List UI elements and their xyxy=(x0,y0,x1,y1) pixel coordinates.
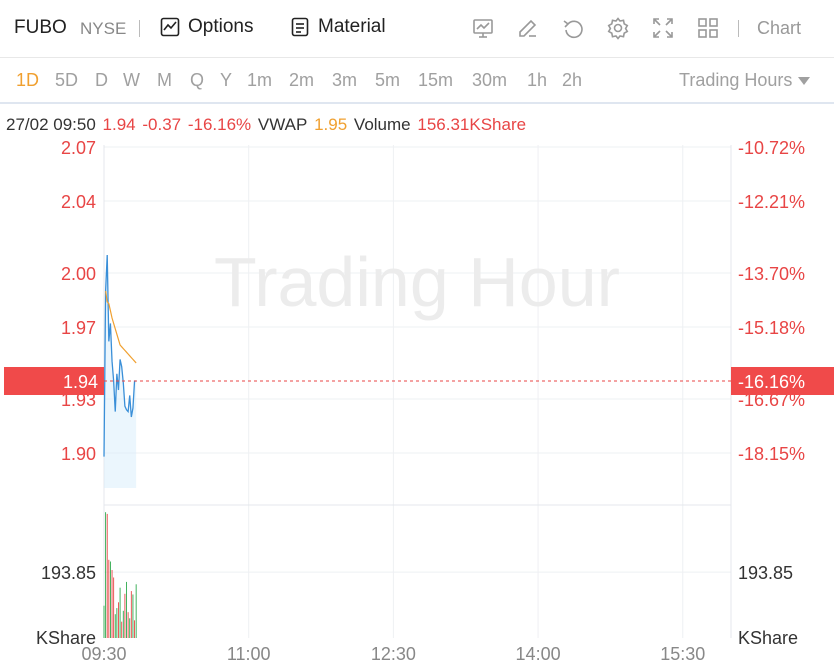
material-label: Material xyxy=(318,16,386,37)
quote-change-pct: -16.16% xyxy=(187,115,252,134)
volume-bar xyxy=(118,602,119,638)
settings-icon[interactable] xyxy=(606,16,630,40)
volume-bar xyxy=(129,618,131,638)
pct-tick-label: -12.21% xyxy=(738,192,805,212)
volume-bar xyxy=(132,594,134,638)
volume-bar xyxy=(121,621,123,638)
draw-icon[interactable] xyxy=(516,16,540,40)
fullscreen-icon[interactable] xyxy=(651,16,675,40)
volume-tick-label: 193.85 xyxy=(41,563,96,583)
price-tick-label: 2.04 xyxy=(61,192,96,212)
undo-icon[interactable] xyxy=(561,16,585,40)
price-tick-label: 2.07 xyxy=(61,138,96,158)
dropdown-caret-icon xyxy=(798,76,811,85)
period-2h[interactable]: 2h xyxy=(562,70,583,90)
volume-bar xyxy=(130,591,132,638)
volume-bar xyxy=(114,614,116,638)
period-3m[interactable]: 3m xyxy=(332,70,358,90)
ticker-symbol: FUBO xyxy=(14,17,67,38)
period-y[interactable]: Y xyxy=(220,70,233,90)
options-label: Options xyxy=(188,16,254,37)
period-5d[interactable]: 5D xyxy=(55,70,79,90)
volume-bar xyxy=(134,620,135,638)
volume-bar xyxy=(113,577,115,638)
current-price-tag xyxy=(4,367,104,395)
volume-bar xyxy=(103,605,105,638)
time-tick-label: 15:30 xyxy=(660,644,705,664)
volume-unit-label: KShare xyxy=(738,628,798,648)
price-line xyxy=(103,254,137,457)
current-pct-label: -16.16% xyxy=(738,372,805,392)
volume-value: 156.31KShare xyxy=(417,115,527,134)
vwap-value: 1.95 xyxy=(314,115,348,134)
price-tick-label: 1.97 xyxy=(61,318,96,338)
pct-tick-label: -13.70% xyxy=(738,264,805,284)
volume-bar xyxy=(124,593,126,638)
quote-datetime: 27/02 09:50 xyxy=(6,115,96,134)
exchange-label: NYSE xyxy=(80,19,127,38)
pct-tick-label: -18.15% xyxy=(738,444,805,464)
volume-bar xyxy=(105,512,107,638)
vwap-label: VWAP xyxy=(257,115,308,134)
volume-bar xyxy=(106,513,108,638)
period-2m[interactable]: 2m xyxy=(289,70,315,90)
period-1h[interactable]: 1h xyxy=(527,70,548,90)
toolbar: FUBO NYSE Options Material Chart xyxy=(0,0,834,58)
period-5m[interactable]: 5m xyxy=(375,70,401,90)
pct-tick-label: -15.18% xyxy=(738,318,805,338)
current-pct-tag xyxy=(731,367,834,395)
indicator-chart-icon[interactable] xyxy=(471,16,495,40)
price-tick-label: 2.00 xyxy=(61,264,96,284)
quote-change: -0.37 xyxy=(142,115,182,134)
material-button[interactable]: Material xyxy=(290,16,386,38)
current-price-label: 1.94 xyxy=(63,372,98,392)
volume-bar xyxy=(126,581,127,638)
volume-bar xyxy=(116,608,118,638)
volume-tick-label: 193.85 xyxy=(738,563,793,583)
quote-price: 1.94 xyxy=(102,115,136,134)
toolbar-divider xyxy=(139,20,140,37)
volume-bar xyxy=(122,610,124,638)
quote-info-bar: 27/02 09:50 1.94 -0.37 -16.16% VWAP 1.95… xyxy=(6,115,528,135)
trading-hours-label: Trading Hours xyxy=(679,70,793,90)
period-selector: 1D 5D D W M Q Y 1m 2m 3m 5m 15m 30m 1h 2… xyxy=(0,58,834,104)
pct-tick-label: -10.72% xyxy=(738,138,805,158)
time-tick-label: 12:30 xyxy=(371,644,416,664)
time-tick-label: 14:00 xyxy=(516,644,561,664)
volume-bar xyxy=(127,612,129,638)
period-15m[interactable]: 15m xyxy=(418,70,454,90)
period-1m[interactable]: 1m xyxy=(247,70,273,90)
document-icon xyxy=(291,17,309,37)
options-chart-icon xyxy=(160,17,180,37)
period-w[interactable]: W xyxy=(123,70,140,90)
period-1d[interactable]: 1D xyxy=(16,70,40,90)
toolbar-divider xyxy=(738,20,739,37)
trading-hours-dropdown[interactable]: Trading Hours xyxy=(679,70,811,91)
vwap-line xyxy=(105,290,137,364)
layout-grid-icon[interactable] xyxy=(696,16,720,40)
volume-label: Volume xyxy=(353,115,411,134)
volume-bar xyxy=(135,584,137,638)
time-tick-label: 09:30 xyxy=(81,644,126,664)
period-30m[interactable]: 30m xyxy=(472,70,508,90)
time-tick-label: 11:00 xyxy=(227,644,271,664)
volume-bar xyxy=(109,561,111,638)
period-q[interactable]: Q xyxy=(190,70,205,90)
volume-bar xyxy=(108,559,110,638)
volume-bar xyxy=(119,587,121,638)
volume-bar xyxy=(111,570,113,638)
volume-unit-label: KShare xyxy=(36,628,96,648)
watermark-text: Trading Hour xyxy=(214,243,620,321)
options-button[interactable]: Options xyxy=(160,16,253,38)
chart-type-button[interactable]: Chart xyxy=(757,18,802,38)
price-tick-label: 1.90 xyxy=(61,444,96,464)
period-d[interactable]: D xyxy=(95,70,108,90)
period-m[interactable]: M xyxy=(157,70,172,90)
